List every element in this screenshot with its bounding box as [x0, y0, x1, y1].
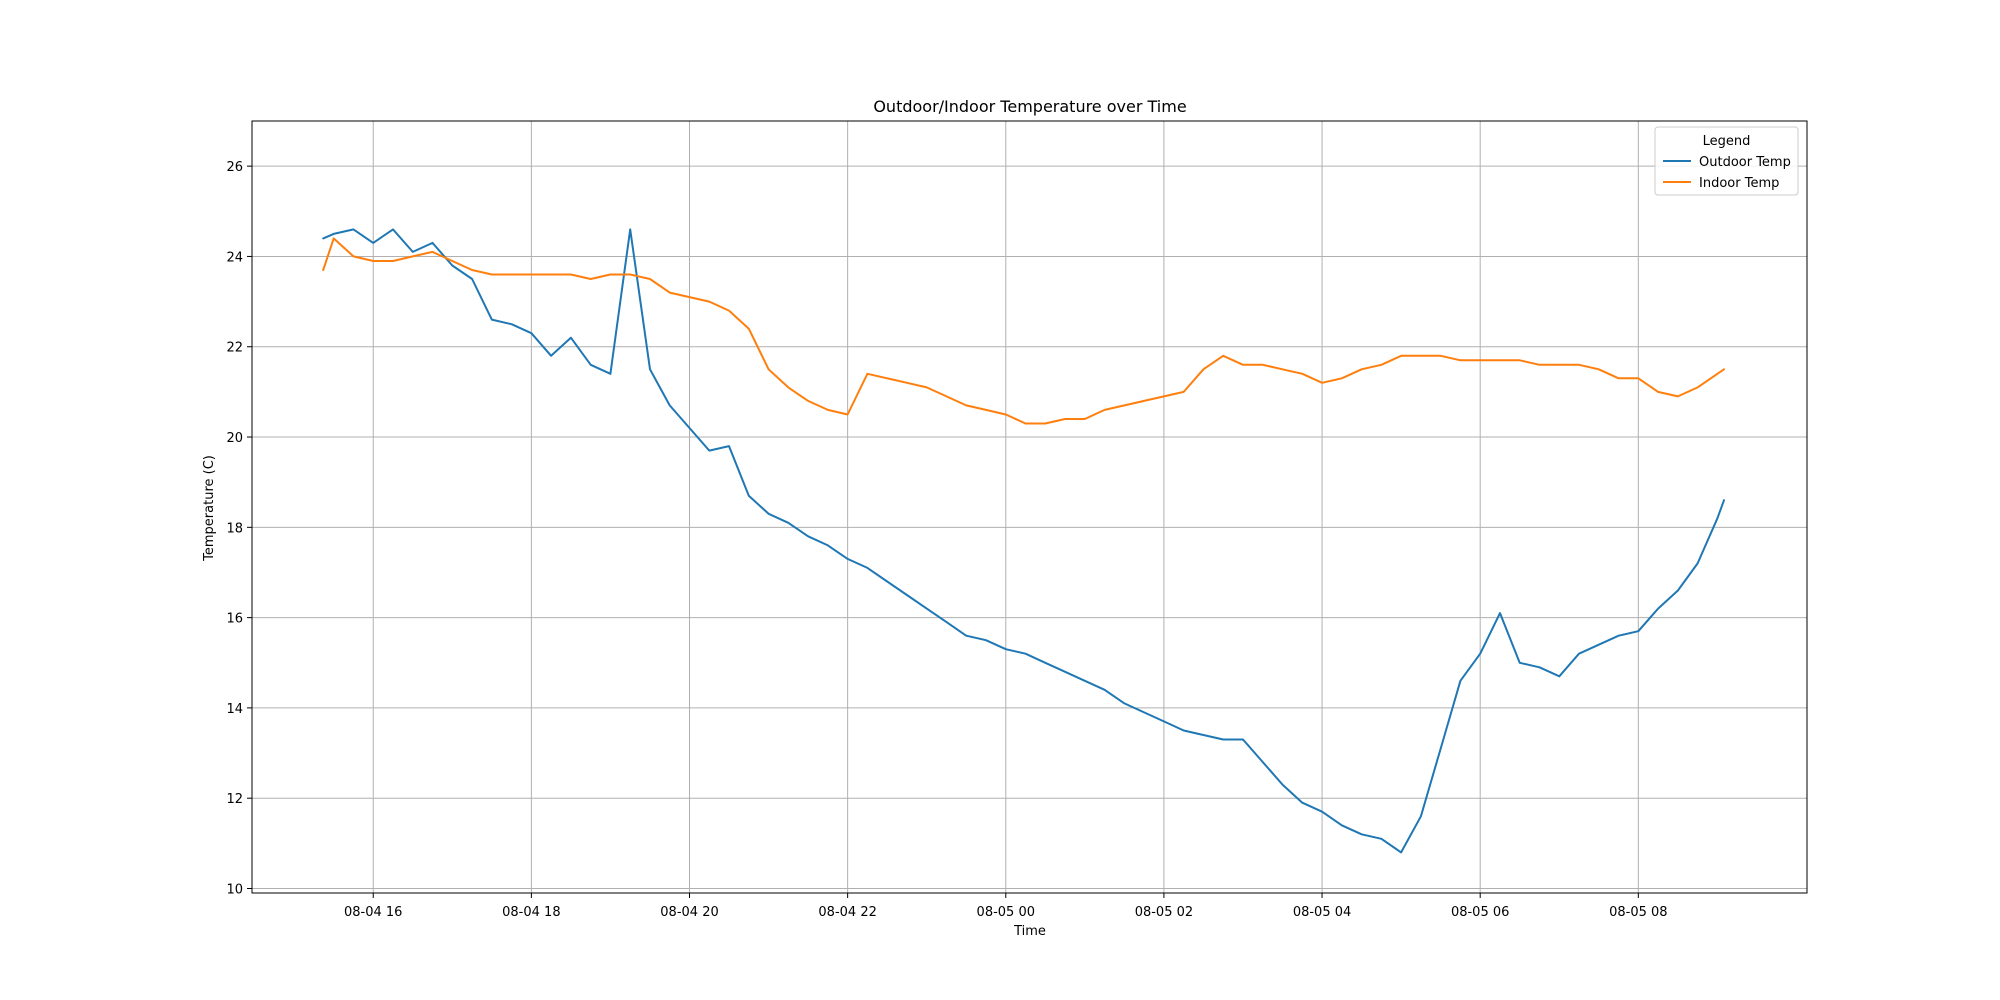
legend: Legend Outdoor Temp Indoor Temp: [1654, 126, 1799, 196]
y-tick-label: 22: [226, 341, 243, 356]
y-tick-label: 20: [226, 431, 243, 446]
x-tick-label: 08-05 04: [1293, 905, 1351, 920]
y-tick-label: 12: [226, 792, 243, 807]
x-tick-label: 08-05 06: [1451, 905, 1509, 920]
y-tick-label: 16: [226, 612, 243, 627]
series-line-outdoor-temp: [322, 228, 1725, 854]
axes-frame: [251, 120, 1808, 894]
x-tick-label: 08-05 02: [1135, 905, 1193, 920]
y-tick-label: 26: [226, 160, 243, 175]
y-tick-label: 10: [226, 882, 243, 897]
legend-entry: Outdoor Temp: [1699, 155, 1791, 170]
series-line-indoor-temp: [322, 237, 1725, 425]
chart-title: Outdoor/Indoor Temperature over Time: [873, 97, 1186, 116]
plot-area: 10 12 14 16 18 20 22 24 26 08-04 16 08-04 18 08-04 …: [226, 120, 1808, 920]
y-tick-label: 18: [226, 521, 243, 536]
y-tick-label: 24: [226, 250, 243, 265]
x-axis-label: Time: [1013, 924, 1046, 939]
x-tick-label: 08-04 16: [344, 905, 402, 920]
legend-entry: Indoor Temp: [1699, 176, 1779, 191]
x-tick-label: 08-04 20: [660, 905, 718, 920]
x-tick-label: 08-05 00: [977, 905, 1035, 920]
legend-box: [1654, 126, 1799, 196]
x-tick-label: 08-05 08: [1609, 905, 1667, 920]
legend-title: Legend: [1703, 134, 1751, 149]
y-tick-label: 14: [226, 702, 243, 717]
y-axis-label: Temperature (C): [202, 455, 217, 562]
x-tick-label: 08-04 18: [502, 905, 560, 920]
x-tick-label: 08-04 22: [818, 905, 876, 920]
